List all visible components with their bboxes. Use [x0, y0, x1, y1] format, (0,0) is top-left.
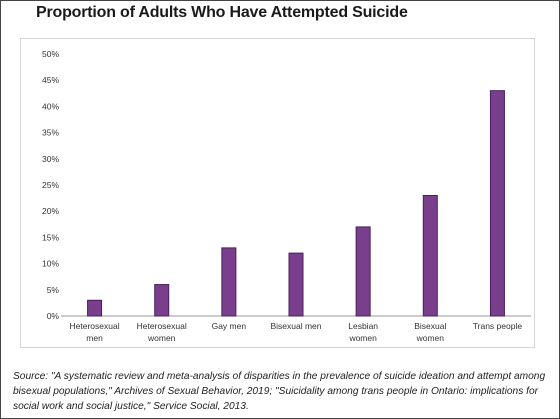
- x-tick-label: Heterosexual women: [137, 321, 187, 343]
- x-tick-label: Heterosexual men: [70, 321, 120, 343]
- y-tick-label: 15%: [42, 232, 59, 242]
- y-tick-label: 30%: [42, 154, 59, 164]
- y-tick-label: 25%: [42, 180, 59, 190]
- bar: [221, 247, 237, 317]
- chart-title: Proportion of Adults Who Have Attempted …: [36, 4, 408, 21]
- y-tick-label: 45%: [42, 75, 59, 85]
- bar: [154, 284, 170, 317]
- bar: [355, 226, 371, 317]
- y-tick-label: 0%: [47, 311, 60, 321]
- y-tick-label: 20%: [42, 206, 59, 216]
- source-note: Source: "A systematic review and meta-an…: [13, 371, 546, 412]
- y-tick-label: 5%: [47, 285, 60, 295]
- x-tick-label: Bisexual women: [414, 321, 446, 343]
- x-tick-label: Gay men: [212, 321, 247, 331]
- y-tick-label: 10%: [42, 259, 59, 269]
- bar: [489, 90, 505, 317]
- y-tick-label: 35%: [42, 128, 59, 138]
- plot-area: 0% 5% 10% 15% 20% 25% 30% 35% 40% 45% 50% Heterosex…: [20, 38, 535, 348]
- x-tick-label: Lesbian women: [348, 321, 378, 343]
- bar: [288, 252, 304, 317]
- bar-chart: 0% 5% 10% 15% 20% 25% 30% 35% 40% 45% 50% Heterosex…: [42, 49, 531, 343]
- y-tick-label: 40%: [42, 101, 59, 111]
- y-tick-label: 50%: [42, 49, 59, 59]
- x-tick-label: Trans people: [473, 321, 523, 331]
- bar: [422, 194, 438, 317]
- x-tick-label: Bisexual men: [270, 321, 321, 331]
- bar: [87, 299, 103, 317]
